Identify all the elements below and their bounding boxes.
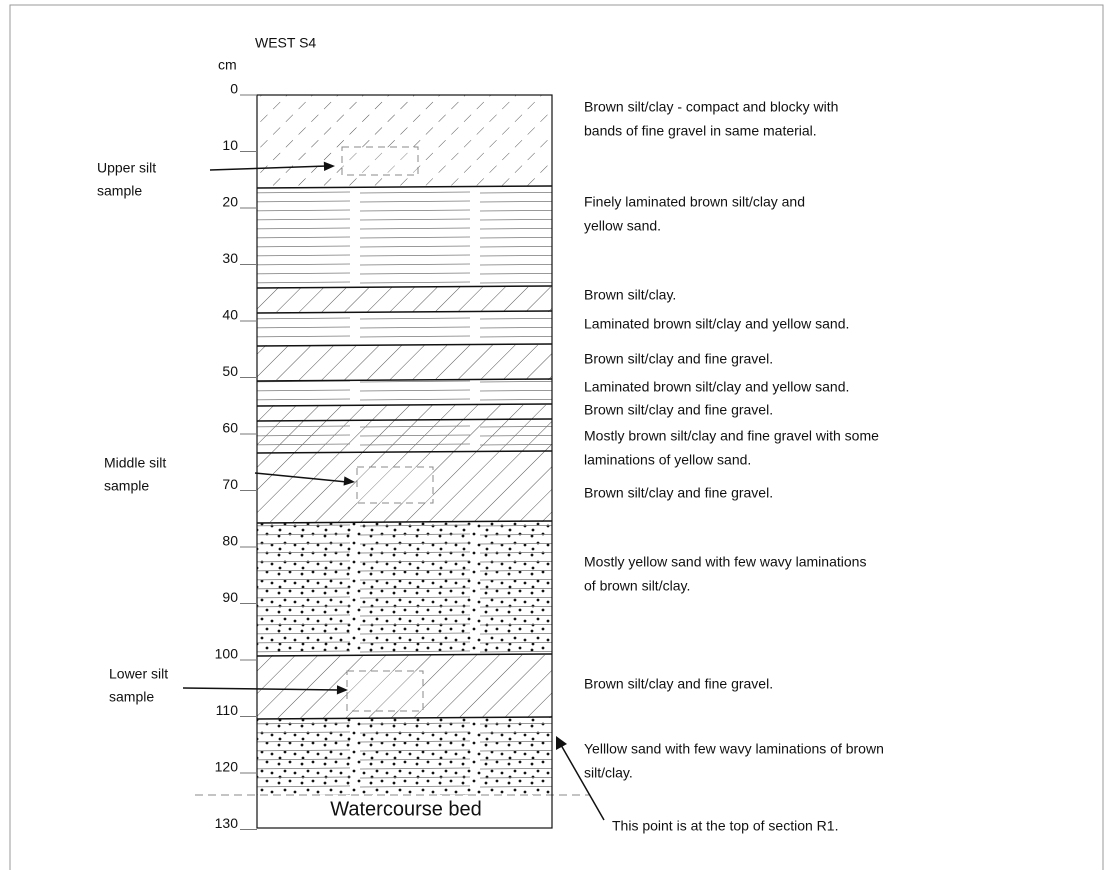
layer-description: Yelllow sand with few wavy laminations o… <box>584 741 884 757</box>
layer <box>257 405 552 420</box>
layer-description: silt/clay. <box>584 765 633 781</box>
figure: WEST S4 cm Watercourse bed 0 10 20 30 40 50 60 7… <box>0 0 1114 870</box>
sample-label: Upper silt <box>97 160 156 176</box>
depth-label: 10 <box>222 137 238 153</box>
layer-description: laminations of yellow sand. <box>584 452 751 468</box>
column: Watercourse bed 0 10 20 30 40 50 60 70 80 90 100 110… <box>195 81 590 832</box>
section-title: WEST S4 <box>255 35 316 51</box>
layer-description: Brown silt/clay - compact and blocky wit… <box>584 99 838 115</box>
layer <box>257 312 552 345</box>
layer-description: Brown silt/clay and fine gravel. <box>584 676 773 692</box>
layer <box>257 345 552 380</box>
depth-label: 70 <box>222 476 238 492</box>
sample-label: sample <box>109 689 154 705</box>
layer-description: Mostly yellow sand with few wavy laminat… <box>584 554 866 570</box>
layer-description: Laminated brown silt/clay and yellow san… <box>584 316 849 332</box>
unit-label: cm <box>218 57 237 73</box>
layer-description: Brown silt/clay and fine gravel. <box>584 402 773 418</box>
sample-label: sample <box>104 478 149 494</box>
layer <box>257 420 552 452</box>
depth-label: 120 <box>215 759 239 775</box>
sample-label: Middle silt <box>104 455 166 471</box>
layer <box>257 522 552 655</box>
layer-description: Brown silt/clay and fine gravel. <box>584 351 773 367</box>
depth-label: 30 <box>222 250 238 266</box>
layer-description: Laminated brown silt/clay and yellow san… <box>584 379 849 395</box>
note: This point is at the top of section R1. <box>612 818 838 834</box>
depth-label: 40 <box>222 307 238 323</box>
depth-label: 0 <box>230 81 238 97</box>
bed-label: Watercourse bed <box>330 798 482 820</box>
layer <box>257 718 552 795</box>
sample-box <box>342 147 418 175</box>
layer-description: Brown silt/clay. <box>584 287 676 303</box>
layer-description: of brown silt/clay. <box>584 578 690 594</box>
layer-description: Brown silt/clay and fine gravel. <box>584 485 773 501</box>
depth-label: 20 <box>222 194 238 210</box>
layer-description: bands of fine gravel in same material. <box>584 123 817 139</box>
layer-description: Finely laminated brown silt/clay and <box>584 194 805 210</box>
sample-box <box>347 671 423 711</box>
depth-label: 80 <box>222 533 238 549</box>
depth-label: 60 <box>222 420 238 436</box>
layer <box>257 187 552 287</box>
depth-label: 50 <box>222 363 238 379</box>
layer <box>257 287 552 312</box>
layer <box>257 380 552 405</box>
depth-label: 130 <box>215 815 239 831</box>
sample-box <box>357 467 433 503</box>
sample-label: Lower silt <box>109 666 168 682</box>
layer-description: yellow sand. <box>584 218 661 234</box>
sample-label: sample <box>97 183 142 199</box>
arrow-head <box>556 736 567 750</box>
depth-label: 100 <box>215 646 239 662</box>
depth-label: 90 <box>222 589 238 605</box>
layer-description: Mostly brown silt/clay and fine gravel w… <box>584 428 879 444</box>
depth-label: 110 <box>216 702 239 718</box>
